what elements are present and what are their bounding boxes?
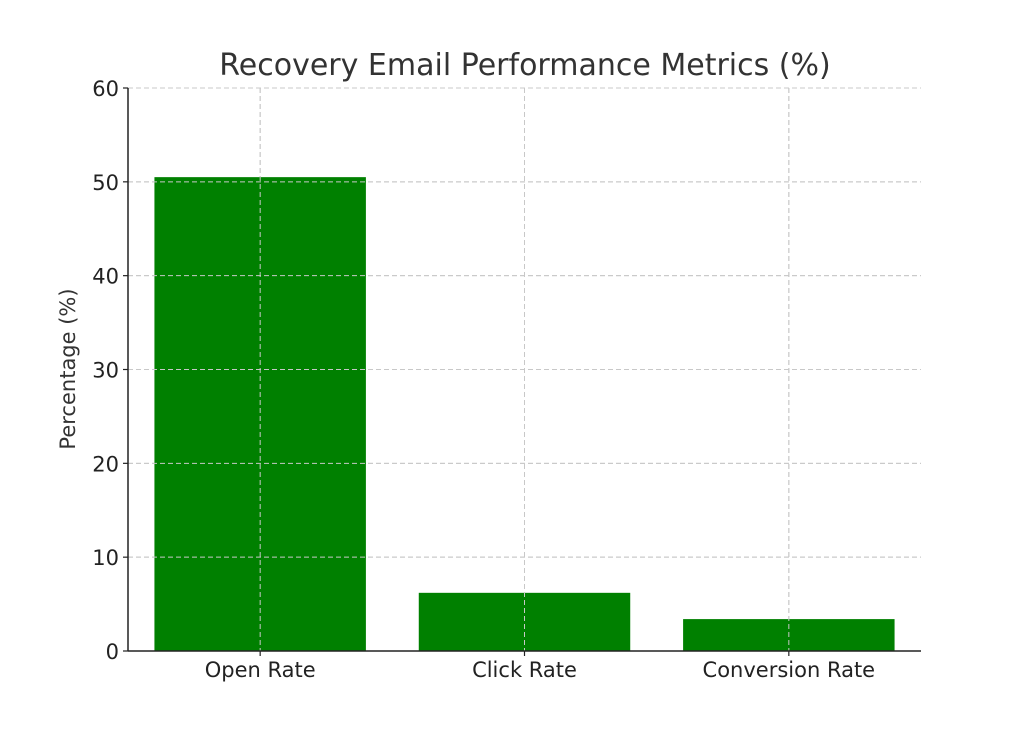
y-tick-label: 0: [106, 640, 119, 664]
y-tick-label: 40: [92, 265, 119, 289]
y-tick-label: 10: [92, 546, 119, 570]
y-tick-label: 60: [92, 77, 119, 101]
bars: [128, 87, 921, 652]
y-tick-label: 20: [92, 452, 119, 476]
x-tick-label: Conversion Rate: [703, 658, 876, 682]
axes: [123, 87, 921, 656]
chart-title: Recovery Email Performance Metrics (%): [219, 48, 830, 83]
y-tick-label: 50: [92, 171, 119, 195]
y-tick-label: 30: [92, 359, 119, 383]
x-tick-label: Click Rate: [472, 658, 577, 682]
tick-labels: 0 10 20 30 40 50 60 Open Rate Click Rate Conversi…: [92, 77, 875, 682]
y-axis-label: Percentage (%): [56, 288, 80, 449]
x-tick-label: Open Rate: [205, 658, 316, 682]
